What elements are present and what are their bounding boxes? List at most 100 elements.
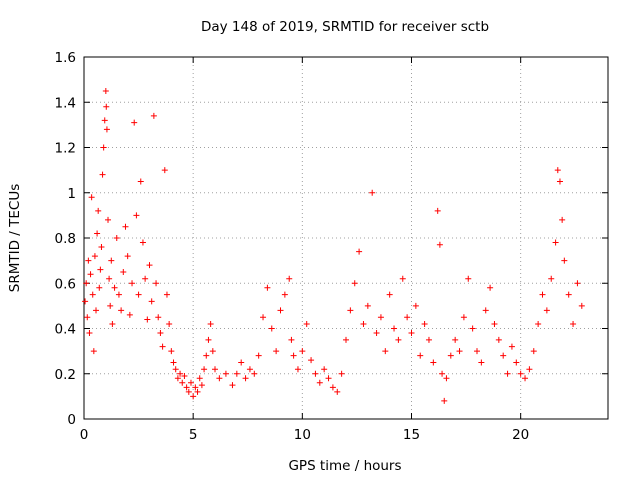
data-point: [303, 320, 310, 327]
data-point: [482, 307, 489, 314]
chart-title: Day 148 of 2019, SRMTID for receiver sct…: [201, 19, 489, 35]
data-point: [456, 348, 463, 355]
data-point: [100, 144, 107, 151]
data-point: [187, 379, 194, 386]
y-tick-label: 1.2: [55, 141, 76, 157]
x-tick-label: 15: [403, 427, 420, 443]
data-point: [351, 280, 358, 287]
data-point: [84, 314, 91, 321]
data-point: [177, 370, 184, 377]
x-axis: 0 5 10 15 20: [80, 57, 529, 443]
data-point: [192, 384, 199, 391]
plot-frame: [83, 56, 609, 420]
data-point: [478, 359, 485, 366]
data-point: [209, 348, 216, 355]
data-point: [425, 336, 432, 343]
data-point: [364, 302, 371, 309]
data-point: [443, 375, 450, 382]
data-point: [508, 343, 515, 350]
data-point: [181, 373, 188, 380]
data-point: [179, 379, 186, 386]
data-point: [343, 336, 349, 343]
data-point: [166, 320, 173, 327]
data-point: [82, 298, 89, 305]
data-point: [98, 244, 105, 251]
data-point: [439, 370, 446, 377]
data-point: [495, 336, 502, 343]
data-point: [277, 307, 284, 314]
data-point: [91, 253, 98, 260]
data-point: [216, 375, 223, 382]
data-point: [113, 235, 120, 241]
data-point: [159, 343, 166, 350]
data-point: [294, 366, 301, 373]
x-axis-label: GPS time / hours: [288, 458, 401, 474]
data-point: [198, 382, 205, 389]
data-point: [222, 370, 229, 377]
data-point: [103, 126, 110, 133]
data-point: [578, 302, 585, 309]
data-point: [395, 336, 402, 343]
y-tick-label: 1.6: [55, 50, 76, 66]
data-point: [124, 253, 131, 260]
data-point: [174, 375, 181, 382]
data-point: [299, 348, 306, 355]
data-point: [153, 280, 160, 287]
data-point: [183, 384, 190, 391]
data-point: [548, 275, 555, 282]
x-tick-label: 0: [80, 427, 89, 443]
data-point: [109, 320, 116, 327]
data-point: [87, 271, 94, 278]
y-axis: 0 0.2 0.4 0.6 0.8 1 1.2 1.4 1.6: [55, 50, 608, 428]
data-point: [513, 359, 520, 366]
data-point: [382, 348, 389, 355]
data-point: [95, 207, 102, 214]
data-point: [133, 212, 140, 219]
data-point: [196, 375, 203, 382]
data-point: [559, 216, 566, 223]
data-point: [522, 375, 529, 382]
data-point: [460, 314, 467, 321]
data-point: [474, 348, 480, 355]
data-point: [246, 366, 253, 373]
y-tick-label: 1: [67, 186, 76, 202]
data-point: [535, 320, 542, 327]
data-point: [88, 194, 95, 201]
data-point: [190, 393, 197, 400]
data-point: [399, 275, 406, 282]
data-point: [96, 284, 103, 291]
data-point: [129, 280, 136, 287]
data-point: [142, 275, 149, 282]
data-point: [86, 330, 93, 337]
data-point: [530, 348, 537, 355]
data-point: [242, 375, 249, 382]
data-point: [377, 314, 384, 321]
x-tick-label: 10: [294, 427, 311, 443]
data-point: [500, 352, 507, 359]
data-point: [574, 280, 581, 287]
data-point: [139, 239, 146, 246]
data-point: [290, 352, 297, 359]
data-point: [99, 171, 106, 178]
data-point: [552, 239, 559, 246]
data-point: [233, 370, 240, 377]
y-tick-label: 0: [67, 412, 76, 428]
data-point: [168, 348, 175, 355]
data-point: [554, 167, 561, 174]
data-point: [122, 223, 129, 230]
data-point: [539, 291, 546, 298]
data-point: [487, 284, 494, 291]
data-point: [561, 257, 568, 264]
data-point: [321, 366, 328, 373]
data-point: [421, 320, 428, 327]
data-point: [286, 275, 293, 282]
data-point: [325, 375, 332, 382]
data-point: [106, 275, 113, 282]
data-point: [441, 397, 448, 404]
data-point: [201, 366, 208, 373]
data-point: [338, 370, 345, 377]
data-point: [570, 320, 577, 327]
data-point: [172, 366, 179, 373]
data-point: [273, 348, 280, 355]
